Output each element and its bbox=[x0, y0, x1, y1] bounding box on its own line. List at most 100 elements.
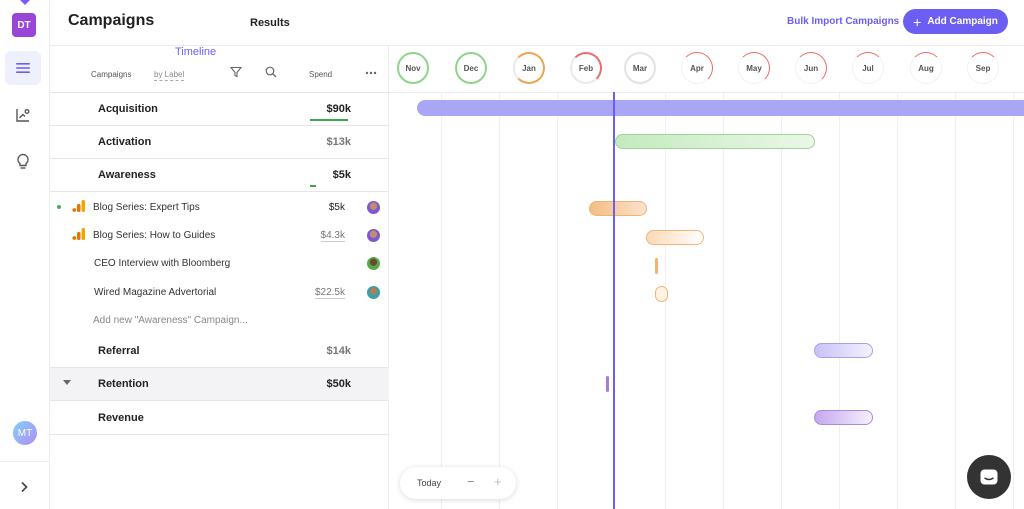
results-nav-button[interactable] bbox=[5, 98, 41, 132]
group-spend: $14k bbox=[326, 345, 351, 357]
group-spend: $13k bbox=[326, 136, 351, 148]
add-new-campaign-link[interactable]: Add new "Awareness" Campaign... bbox=[93, 315, 248, 326]
acquisition-timeline-bar[interactable] bbox=[417, 100, 1024, 116]
month-jun[interactable]: Jun bbox=[795, 52, 827, 84]
workspace-badge[interactable]: DT bbox=[12, 13, 36, 37]
group-name: Activation bbox=[98, 136, 152, 148]
group-row-activation[interactable]: Activation $13k bbox=[50, 126, 389, 159]
grid-line bbox=[441, 92, 442, 509]
campaign-bar-wired-advertorial[interactable] bbox=[655, 286, 668, 302]
group-row-acquisition[interactable]: Acquisition $90k bbox=[50, 93, 389, 126]
zoom-control: Today − + bbox=[400, 467, 516, 499]
zoom-out-icon[interactable]: − bbox=[467, 474, 475, 489]
campaign-bar-how-to-guides[interactable] bbox=[646, 230, 704, 245]
analytics-icon bbox=[72, 200, 85, 212]
plus-icon: + bbox=[913, 13, 922, 30]
spend-progress-bar bbox=[310, 185, 316, 187]
chevron-right-icon[interactable] bbox=[19, 481, 29, 493]
chat-icon bbox=[980, 469, 998, 485]
user-avatar[interactable]: MT bbox=[13, 421, 37, 445]
grid-line bbox=[499, 92, 500, 509]
campaign-name: Blog Series: How to Guides bbox=[93, 230, 216, 241]
grid-line bbox=[723, 92, 724, 509]
today-button[interactable]: Today bbox=[417, 478, 442, 488]
month-nov[interactable]: Nov bbox=[397, 52, 429, 84]
month-dec[interactable]: Dec bbox=[455, 52, 487, 84]
month-aug[interactable]: Aug bbox=[910, 52, 942, 84]
zoom-in-icon[interactable]: + bbox=[494, 474, 502, 489]
group-by-label-dropdown[interactable]: by Label bbox=[154, 70, 185, 81]
campaign-bar-expert-tips[interactable] bbox=[589, 201, 647, 216]
group-spend: $90k bbox=[326, 103, 351, 115]
lightbulb-icon bbox=[17, 153, 29, 169]
more-options-icon[interactable] bbox=[365, 71, 377, 75]
add-campaign-label: Add Campaign bbox=[927, 16, 998, 27]
group-name: Revenue bbox=[98, 412, 144, 424]
month-apr[interactable]: Apr bbox=[681, 52, 713, 84]
group-spend: $50k bbox=[326, 378, 351, 390]
page-title: Campaigns bbox=[68, 12, 155, 29]
table-header-divider bbox=[50, 92, 389, 93]
owner-avatar[interactable] bbox=[367, 201, 380, 214]
campaign-name: Wired Magazine Advertorial bbox=[94, 287, 217, 298]
group-name: Acquisition bbox=[98, 103, 158, 115]
timeline-chart: Nov Dec Jan Feb Mar Apr May Jun Jul Aug … bbox=[389, 46, 1024, 509]
grid-line bbox=[897, 92, 898, 509]
campaign-spend: $5k bbox=[328, 202, 345, 213]
bulk-import-link[interactable]: Bulk Import Campaigns bbox=[787, 16, 900, 27]
campaign-name: CEO Interview with Bloomberg bbox=[94, 258, 231, 269]
analytics-icon bbox=[72, 228, 85, 240]
month-mar[interactable]: Mar bbox=[624, 52, 656, 84]
owner-avatar[interactable] bbox=[367, 257, 380, 270]
campaign-bar-ceo-interview[interactable] bbox=[655, 258, 658, 274]
campaign-row[interactable]: CEO Interview with Bloomberg bbox=[50, 249, 389, 277]
add-campaign-button[interactable]: + Add Campaign bbox=[903, 9, 1008, 34]
chart-icon bbox=[16, 109, 30, 122]
filter-icon[interactable] bbox=[230, 66, 242, 78]
collapse-caret-icon[interactable] bbox=[63, 380, 71, 385]
campaign-row[interactable]: Blog Series: Expert Tips $5k bbox=[50, 193, 389, 221]
campaign-row[interactable]: Blog Series: How to Guides $4.3k bbox=[50, 221, 389, 249]
month-feb[interactable]: Feb bbox=[570, 52, 602, 84]
today-marker-line bbox=[613, 92, 615, 509]
campaign-spend: $4.3k bbox=[320, 230, 345, 242]
column-spend[interactable]: Spend bbox=[309, 70, 333, 79]
group-name: Referral bbox=[98, 345, 140, 357]
month-jan[interactable]: Jan bbox=[513, 52, 545, 84]
search-icon[interactable] bbox=[265, 66, 277, 78]
left-rail: DT MT bbox=[0, 0, 50, 509]
retention-timeline-marker[interactable] bbox=[606, 376, 609, 392]
add-new-campaign-row[interactable]: Add new "Awareness" Campaign... bbox=[50, 306, 389, 334]
campaign-name: Blog Series: Expert Tips bbox=[93, 202, 200, 213]
column-campaigns[interactable]: Campaigns bbox=[91, 70, 132, 79]
tab-results[interactable]: Results bbox=[250, 17, 290, 29]
month-may[interactable]: May bbox=[738, 52, 770, 84]
ideas-nav-button[interactable] bbox=[5, 144, 41, 178]
rail-divider bbox=[0, 461, 50, 462]
group-row-retention[interactable]: Retention $50k bbox=[50, 368, 389, 401]
campaign-spend: $22.5k bbox=[314, 287, 345, 299]
rail-indicator bbox=[20, 0, 30, 5]
page-header: Campaigns Timeline Results Bulk Import C… bbox=[50, 0, 1024, 58]
grid-line bbox=[781, 92, 782, 509]
spend-progress-bar bbox=[310, 119, 348, 121]
grid-line bbox=[557, 92, 558, 509]
campaign-row[interactable]: Wired Magazine Advertorial $22.5k bbox=[50, 278, 389, 306]
group-name: Retention bbox=[98, 378, 149, 390]
grid-line bbox=[839, 92, 840, 509]
activation-timeline-bar[interactable] bbox=[615, 134, 815, 149]
month-sep[interactable]: Sep bbox=[967, 52, 999, 84]
owner-avatar[interactable] bbox=[367, 286, 380, 299]
revenue-timeline-bar[interactable] bbox=[814, 410, 873, 425]
group-row-revenue[interactable]: Revenue bbox=[50, 402, 389, 435]
tab-timeline[interactable]: Timeline bbox=[175, 46, 217, 58]
chat-launcher-button[interactable] bbox=[967, 455, 1011, 499]
owner-avatar[interactable] bbox=[367, 229, 380, 242]
campaigns-nav-button[interactable] bbox=[5, 51, 41, 85]
month-jul[interactable]: Jul bbox=[852, 52, 884, 84]
campaign-table: Campaigns by Label Spend Acquisition $90… bbox=[50, 46, 389, 509]
group-row-referral[interactable]: Referral $14k bbox=[50, 335, 389, 368]
list-icon bbox=[16, 63, 30, 73]
group-row-awareness[interactable]: Awareness $5k bbox=[50, 159, 389, 192]
referral-timeline-bar[interactable] bbox=[814, 343, 873, 358]
